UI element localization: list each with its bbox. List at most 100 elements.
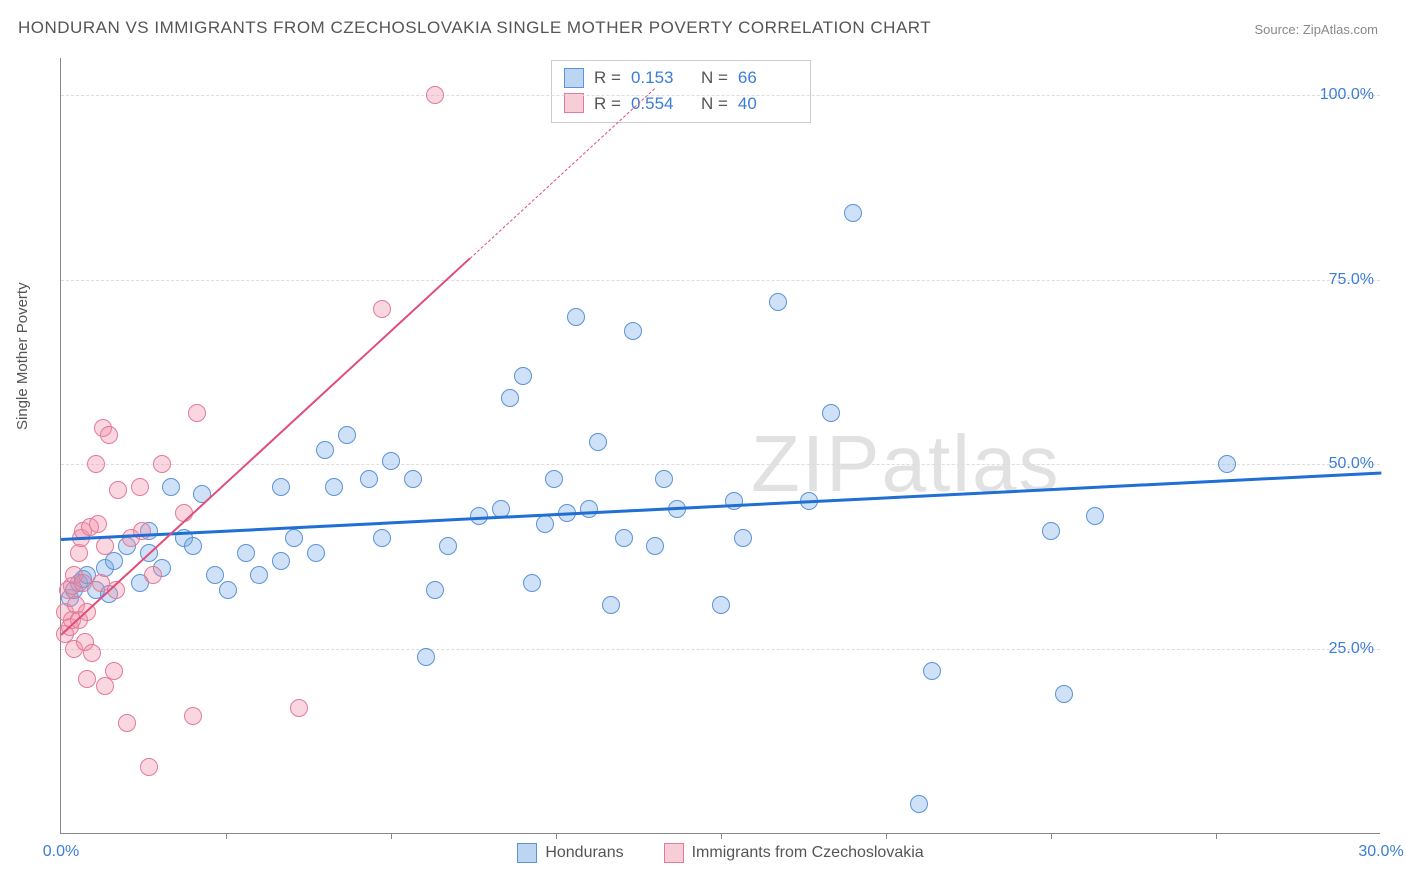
scatter-point-hondurans	[580, 500, 598, 518]
scatter-point-hondurans	[589, 433, 607, 451]
swatch-czech	[564, 93, 584, 113]
scatter-point-czech	[100, 426, 118, 444]
scatter-point-hondurans	[1086, 507, 1104, 525]
scatter-point-hondurans	[439, 537, 457, 555]
scatter-point-hondurans	[844, 204, 862, 222]
scatter-point-hondurans	[272, 552, 290, 570]
scatter-point-hondurans	[237, 544, 255, 562]
y-tick-label: 50.0%	[1329, 455, 1374, 473]
scatter-point-czech	[89, 515, 107, 533]
scatter-point-czech	[133, 522, 151, 540]
scatter-point-czech	[290, 699, 308, 717]
scatter-point-hondurans	[285, 529, 303, 547]
legend-item-czech: Immigrants from Czechoslovakia	[664, 843, 924, 863]
gridline-h	[61, 280, 1380, 281]
scatter-point-czech	[109, 481, 127, 499]
scatter-point-hondurans	[910, 795, 928, 813]
gridline-h	[61, 95, 1380, 96]
scatter-point-czech	[184, 707, 202, 725]
scatter-point-hondurans	[615, 529, 633, 547]
scatter-point-hondurans	[316, 441, 334, 459]
scatter-point-hondurans	[734, 529, 752, 547]
scatter-point-hondurans	[514, 367, 532, 385]
x-tick-mark	[1216, 833, 1217, 839]
scatter-point-czech	[74, 574, 92, 592]
scatter-point-hondurans	[923, 662, 941, 680]
scatter-point-czech	[373, 300, 391, 318]
r-value-hondurans: 0.153	[631, 65, 691, 91]
scatter-point-hondurans	[567, 308, 585, 326]
scatter-point-czech	[87, 455, 105, 473]
scatter-point-czech	[105, 662, 123, 680]
scatter-point-hondurans	[822, 404, 840, 422]
x-tick-mark	[556, 833, 557, 839]
scatter-point-czech	[188, 404, 206, 422]
scatter-point-hondurans	[184, 537, 202, 555]
y-tick-label: 75.0%	[1329, 271, 1374, 289]
scatter-point-hondurans	[602, 596, 620, 614]
legend-item-hondurans: Hondurans	[517, 843, 623, 863]
scatter-point-hondurans	[501, 389, 519, 407]
source-label: Source: ZipAtlas.com	[1254, 22, 1378, 37]
scatter-point-czech	[426, 86, 444, 104]
scatter-point-hondurans	[712, 596, 730, 614]
scatter-point-hondurans	[206, 566, 224, 584]
x-tick-mark	[1051, 833, 1052, 839]
scatter-point-hondurans	[272, 478, 290, 496]
scatter-point-hondurans	[426, 581, 444, 599]
scatter-point-hondurans	[325, 478, 343, 496]
n-value-hondurans: 66	[738, 65, 798, 91]
scatter-point-czech	[131, 478, 149, 496]
scatter-point-hondurans	[655, 470, 673, 488]
scatter-point-hondurans	[769, 293, 787, 311]
scatter-point-hondurans	[417, 648, 435, 666]
scatter-point-hondurans	[373, 529, 391, 547]
scatter-point-hondurans	[725, 492, 743, 510]
scatter-point-hondurans	[162, 478, 180, 496]
gridline-h	[61, 464, 1380, 465]
swatch-hondurans	[517, 843, 537, 863]
n-label: N =	[701, 65, 728, 91]
scatter-point-hondurans	[219, 581, 237, 599]
scatter-point-czech	[83, 644, 101, 662]
x-tick-mark	[391, 833, 392, 839]
scatter-point-hondurans	[338, 426, 356, 444]
scatter-point-hondurans	[382, 452, 400, 470]
scatter-point-hondurans	[523, 574, 541, 592]
scatter-point-hondurans	[307, 544, 325, 562]
stats-row-hondurans: R = 0.153 N = 66	[564, 65, 798, 91]
x-tick-mark	[226, 833, 227, 839]
scatter-point-czech	[78, 670, 96, 688]
r-label: R =	[594, 65, 621, 91]
scatter-point-hondurans	[624, 322, 642, 340]
scatter-point-hondurans	[536, 515, 554, 533]
scatter-point-czech	[140, 758, 158, 776]
y-tick-label: 100.0%	[1320, 86, 1374, 104]
legend-label-czech: Immigrants from Czechoslovakia	[692, 844, 924, 862]
x-tick-mark	[721, 833, 722, 839]
scatter-point-hondurans	[1042, 522, 1060, 540]
bottom-legend: Hondurans Immigrants from Czechoslovakia	[61, 843, 1380, 863]
x-tick-label: 0.0%	[43, 843, 79, 861]
y-tick-label: 25.0%	[1329, 640, 1374, 658]
scatter-point-hondurans	[545, 470, 563, 488]
scatter-point-czech	[118, 714, 136, 732]
scatter-plot-area: ZIPatlas R = 0.153 N = 66 R = 0.554 N = …	[60, 58, 1380, 834]
chart-title: HONDURAN VS IMMIGRANTS FROM CZECHOSLOVAK…	[18, 18, 931, 38]
scatter-point-czech	[96, 537, 114, 555]
scatter-point-hondurans	[1055, 685, 1073, 703]
scatter-point-hondurans	[360, 470, 378, 488]
scatter-point-hondurans	[646, 537, 664, 555]
swatch-hondurans	[564, 68, 584, 88]
legend-label-hondurans: Hondurans	[545, 844, 623, 862]
gridline-h	[61, 649, 1380, 650]
scatter-point-hondurans	[1218, 455, 1236, 473]
scatter-point-czech	[153, 455, 171, 473]
swatch-czech	[664, 843, 684, 863]
trend-line	[61, 472, 1381, 541]
scatter-point-czech	[144, 566, 162, 584]
x-tick-mark	[886, 833, 887, 839]
scatter-point-hondurans	[250, 566, 268, 584]
y-axis-label: Single Mother Poverty	[14, 282, 31, 430]
scatter-point-hondurans	[404, 470, 422, 488]
